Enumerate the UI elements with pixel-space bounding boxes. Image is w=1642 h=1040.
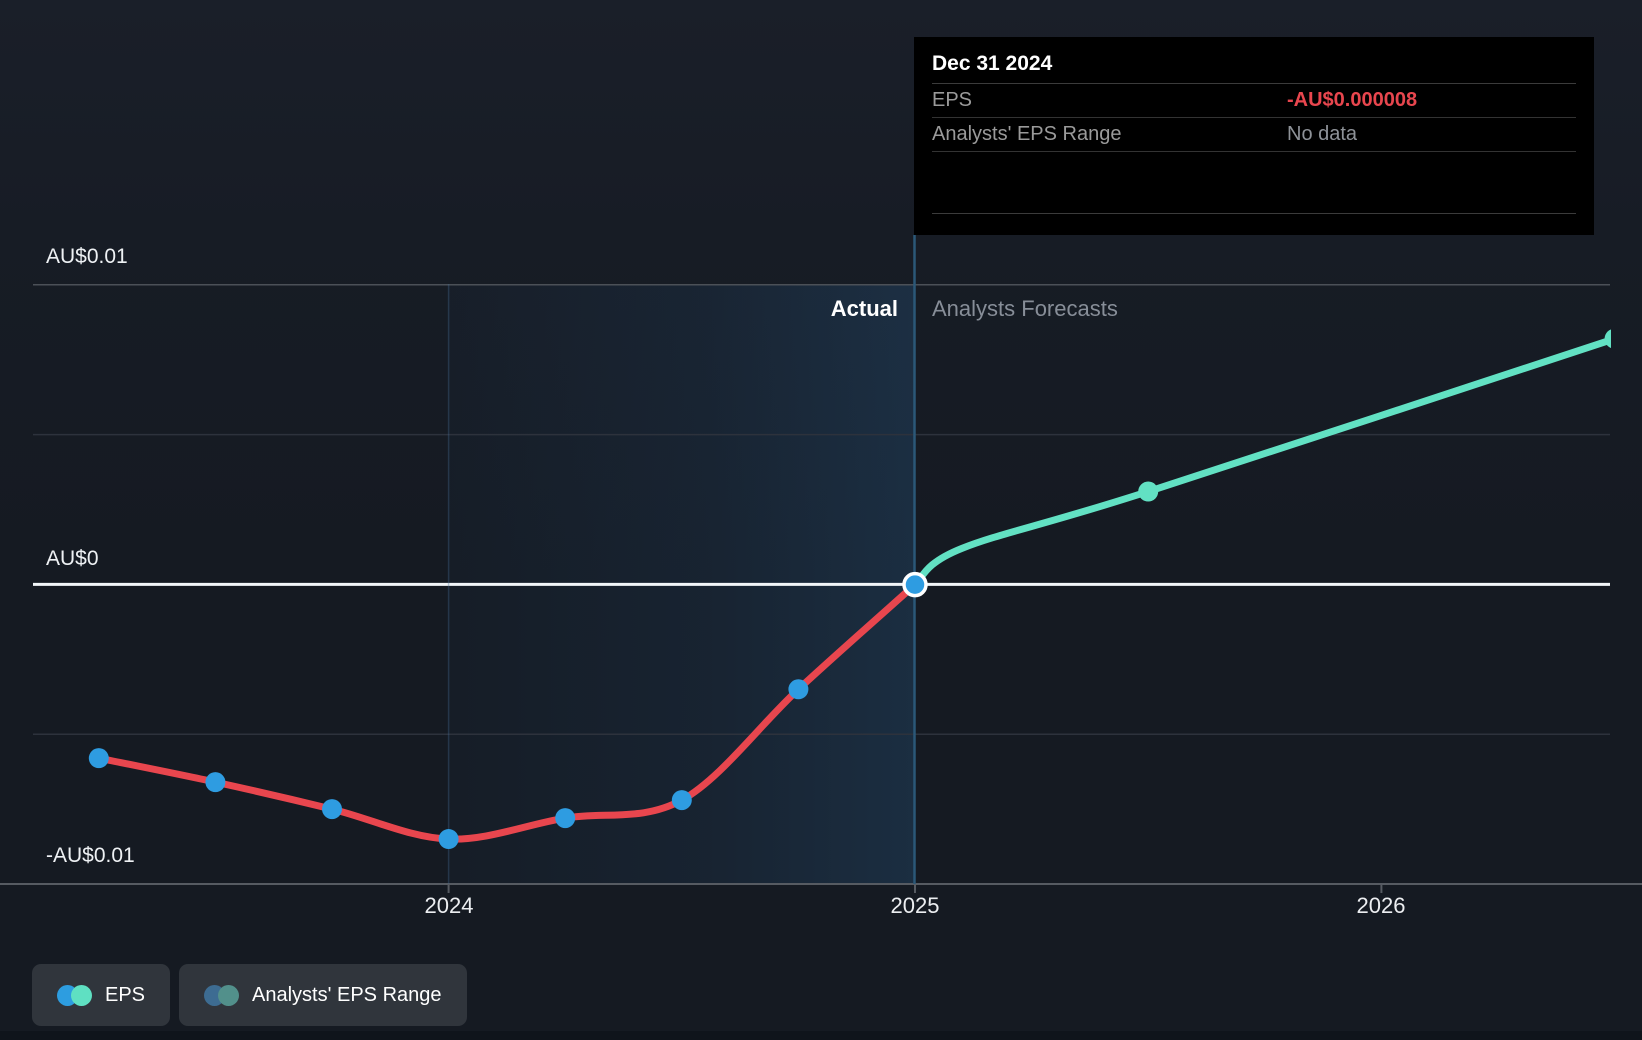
x-axis-line	[0, 883, 1642, 885]
tooltip-range-label: Analysts' EPS Range	[932, 123, 1122, 145]
tooltip-bottom-divider	[932, 213, 1576, 214]
y-axis-label-zero: AU$0	[46, 547, 99, 570]
chart-tooltip: Dec 31 2024 EPS -AU$0.000008 Analysts' E…	[914, 37, 1594, 235]
tooltip-date: Dec 31 2024	[932, 49, 1576, 84]
legend-range-label: Analysts' EPS Range	[252, 983, 442, 1006]
chart-legend: EPS Analysts' EPS Range	[32, 964, 467, 1026]
tooltip-eps-value: -AU$0.000008	[1287, 89, 1418, 111]
actual-section-label: Actual	[830, 296, 898, 321]
x-axis-label-2024: 2024	[424, 893, 474, 918]
y-axis-label-top: AU$0.01	[46, 245, 128, 268]
tooltip-range-value: No data	[1287, 123, 1358, 145]
tooltip-row-eps-range: Analysts' EPS Range No data	[932, 118, 1576, 152]
x-axis-label-2026: 2026	[1356, 893, 1406, 918]
eps-series-swatch-icon	[57, 984, 92, 1006]
legend-button-analysts-eps-range[interactable]: Analysts' EPS Range	[179, 964, 467, 1026]
legend-eps-label: EPS	[105, 983, 146, 1006]
tooltip-eps-label: EPS	[932, 89, 973, 111]
tooltip-row-eps: EPS -AU$0.000008	[932, 84, 1576, 118]
legend-button-eps[interactable]: EPS	[32, 964, 171, 1026]
forecasts-section-label: Analysts Forecasts	[932, 296, 1118, 321]
x-axis-label-2025: 2025	[890, 893, 940, 918]
footer-strip	[0, 1031, 1642, 1040]
y-axis-label-bottom: -AU$0.01	[46, 844, 135, 867]
range-series-swatch-icon	[204, 984, 240, 1006]
